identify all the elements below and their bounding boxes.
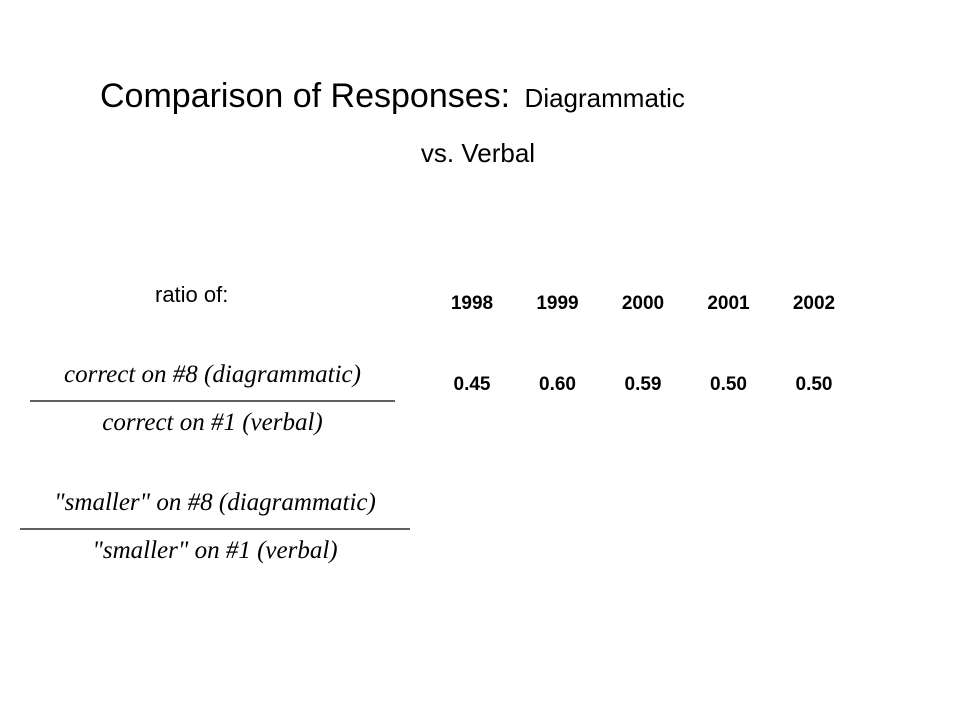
column-header: 2000 bbox=[622, 293, 664, 314]
table-label: ratio of: bbox=[155, 282, 228, 307]
denominator: "smaller" on #1 (verbal) bbox=[92, 537, 337, 564]
title-main: Comparison of Responses: bbox=[100, 77, 510, 115]
numerator: "smaller" on #8 (diagrammatic) bbox=[54, 489, 376, 516]
denominator: correct on #1 (verbal) bbox=[102, 409, 323, 436]
title-sub: vs. Verbal bbox=[421, 138, 535, 168]
table: 1998 1999 2000 2001 2002 correct on #8 (diagr… bbox=[20, 293, 835, 564]
cell-value: 0.60 bbox=[539, 374, 576, 395]
column-header: 2002 bbox=[793, 293, 835, 314]
cell-value: 0.50 bbox=[710, 374, 747, 395]
column-header: 2001 bbox=[707, 293, 750, 314]
column-header: 1999 bbox=[536, 293, 578, 314]
title: Comparison of Responses: Diagrammatic bbox=[100, 77, 685, 115]
title-sub: Diagrammatic bbox=[525, 83, 685, 113]
column-header: 1998 bbox=[451, 293, 493, 314]
cell-value: 0.50 bbox=[796, 374, 833, 395]
cell-value: 0.59 bbox=[625, 374, 662, 395]
cell-value: 0.45 bbox=[454, 374, 491, 395]
numerator: correct on #8 (diagrammatic) bbox=[64, 361, 361, 388]
